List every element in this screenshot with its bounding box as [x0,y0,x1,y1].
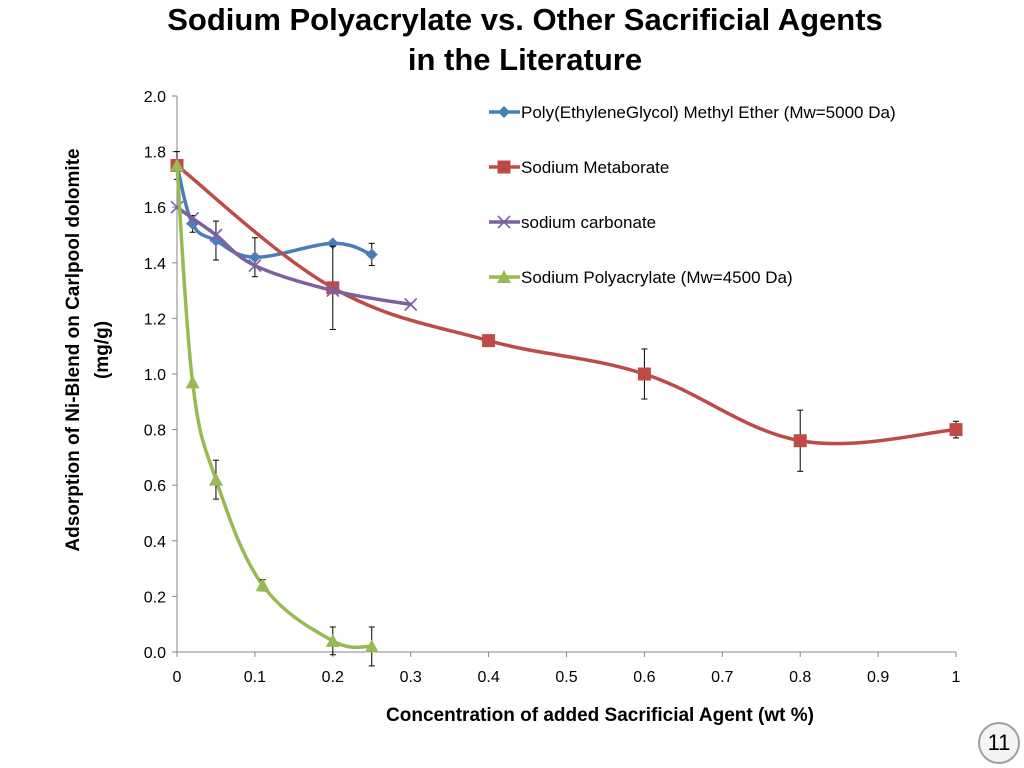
page-number-badge: 11 [978,722,1020,764]
data-point [482,334,496,348]
data-point [248,259,262,273]
legend-marker [498,106,510,118]
series-2 [170,159,963,472]
x-tick-label: 0.8 [789,669,811,686]
data-point [186,211,200,225]
x-axis-label: Concentration of added Sacrificial Agent… [386,705,814,726]
legend-item-3: sodium carbonate [489,213,656,232]
x-tick-label: 0.4 [477,669,499,686]
slide-title-line2: in the Literature [407,42,643,77]
data-point [325,633,340,647]
y-axis-label-line1: Adsorption of Ni-Blend on Carlpool dolom… [63,148,84,551]
chart-plot-area [170,151,963,667]
x-tick-label: 1 [952,669,961,686]
x-tick-label: 0.2 [322,669,344,686]
marker-x-stroke [209,228,223,242]
data-point [255,578,270,592]
y-axis-label-line2: (mg/g) [92,321,113,379]
legend-marker [497,270,511,283]
legend-item-1: Poly(EthyleneGlycol) Methyl Ether (Mw=50… [489,103,896,122]
legend-label: sodium carbonate [521,213,656,232]
data-point [208,472,223,486]
data-point [185,375,200,389]
data-point [248,251,261,264]
series-4 [170,158,379,667]
y-tick-label: 0.8 [144,423,166,440]
x-tick-label: 0.7 [711,669,733,686]
data-point [949,423,963,437]
y-tick-label: 1.8 [144,145,166,162]
data-point [326,284,340,298]
marker-x-stroke [248,259,262,273]
x-tick-label: 0.5 [555,669,577,686]
data-point [793,434,807,448]
slide-title-line1: Sodium Polyacrylate vs. Other Sacrificia… [167,2,883,37]
y-tick-label: 1.2 [144,311,166,328]
legend-label: Sodium Polyacrylate (Mw=4500 Da) [521,268,793,287]
data-point [364,639,379,653]
chart-tick-labels: 0.0 0.2 0.4 0.6 0.8 1.0 1.2 1.4 1.6 1.8 2.0 0 0.1 0.2… [144,89,961,686]
x-tick-label: 0.3 [400,669,422,686]
data-point [404,297,418,312]
legend-label: Sodium Metaborate [521,158,669,177]
legend-label: Poly(EthyleneGlycol) Methyl Ether (Mw=50… [521,103,896,122]
data-point [209,228,223,242]
marker-x-stroke [404,297,418,312]
x-tick-label: 0.6 [633,669,655,686]
data-point [637,367,651,381]
y-axis-label: Adsorption of Ni-Blend on Carlpool dolom… [63,148,113,551]
y-tick-label: 2.0 [144,89,166,106]
y-tick-label: 1.0 [144,367,166,384]
y-tick-label: 1.4 [144,256,166,273]
y-tick-label: 0.4 [144,534,166,551]
legend-item-2: Sodium Metaborate [489,158,669,177]
x-tick-label: 0.9 [867,669,889,686]
data-point [365,248,378,261]
chart-legend: Poly(EthyleneGlycol) Methyl Ether (Mw=50… [489,103,896,287]
data-point [170,158,184,172]
y-tick-label: 0.2 [144,589,166,606]
legend-marker [497,160,511,174]
marker-x-stroke [186,211,200,225]
legend-item-4: Sodium Polyacrylate (Mw=4500 Da) [489,268,793,287]
legend-marker [497,215,511,229]
x-tick-label: 0.1 [244,669,266,686]
y-tick-label: 1.6 [144,200,166,217]
chart-axes [172,95,957,657]
marker-x-stroke [497,215,511,229]
page-number: 11 [987,730,1011,755]
series-line [175,163,958,446]
slide-title: Sodium Polyacrylate vs. Other Sacrificia… [0,0,1024,80]
y-tick-label: 0.6 [144,478,166,495]
series-line [175,163,374,259]
marker-x-stroke [326,284,340,298]
series-1 [171,151,378,278]
x-tick-label: 0 [173,669,182,686]
series-3 [170,200,418,312]
y-tick-label: 0.0 [144,645,166,662]
